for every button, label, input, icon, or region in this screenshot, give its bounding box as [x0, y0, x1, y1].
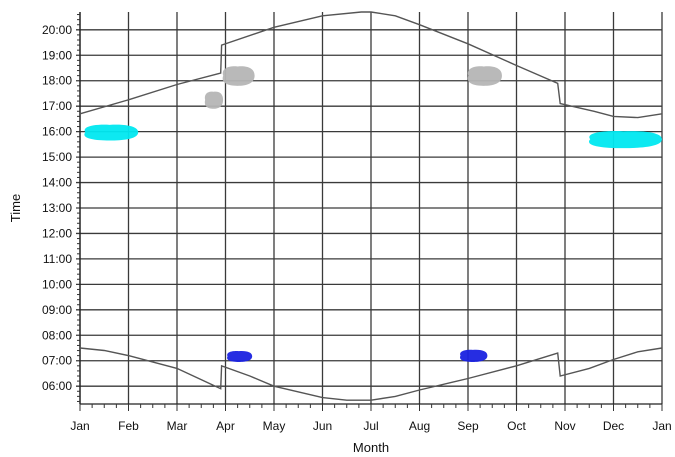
- y-tick-label: 08:00: [42, 328, 72, 342]
- y-tick-label: 19:00: [42, 48, 72, 62]
- sunrise-line: [79, 347, 663, 401]
- y-tick-label: 17:00: [42, 99, 72, 113]
- x-tick-labels: Jan Feb Mar Apr May Jun Jul Aug Sep Oct Nov Dec Jan: [70, 419, 671, 433]
- y-tick-label: 06:00: [42, 379, 72, 393]
- data-blob-cyan: [588, 131, 662, 149]
- x-tick-label: Oct: [507, 419, 526, 433]
- minor-ticks: [77, 14, 663, 411]
- x-tick-label: Sep: [457, 419, 479, 433]
- x-tick-label: Jan: [652, 419, 671, 433]
- x-tick-label: May: [263, 419, 286, 433]
- x-tick-label: Jun: [313, 419, 332, 433]
- y-tick-label: 18:00: [42, 74, 72, 88]
- y-axis-title: Time: [8, 194, 23, 222]
- blob-layer: [84, 66, 662, 362]
- x-tick-label: Jul: [363, 419, 378, 433]
- y-tick-label: 15:00: [42, 150, 72, 164]
- x-tick-label: Nov: [554, 419, 575, 433]
- line-layer: [79, 11, 663, 401]
- data-blob-blue: [460, 349, 488, 362]
- data-blob-blue: [227, 350, 253, 362]
- y-tick-label: 10:00: [42, 277, 72, 291]
- x-tick-label: Feb: [118, 419, 139, 433]
- x-tick-label: Aug: [409, 419, 430, 433]
- grid-layer: [76, 12, 663, 405]
- data-blob-gray: [467, 66, 502, 86]
- x-tick-label: Dec: [603, 419, 624, 433]
- data-blob-cyan: [84, 124, 139, 141]
- sunset-line: [79, 11, 663, 119]
- data-blob-gray: [204, 91, 224, 109]
- y-tick-label: 12:00: [42, 226, 72, 240]
- x-tick-label: Apr: [216, 419, 235, 433]
- y-tick-label: 09:00: [42, 303, 72, 317]
- y-tick-labels: 06:00 07:00 08:00 09:00 10:00 11:00 12:00 13:00…: [42, 23, 72, 393]
- y-tick-label: 16:00: [42, 125, 72, 139]
- x-axis-title: Month: [353, 440, 389, 455]
- data-blob-gray: [222, 66, 255, 86]
- y-tick-label: 20:00: [42, 23, 72, 37]
- y-tick-label: 14:00: [42, 176, 72, 190]
- x-tick-label: Mar: [167, 419, 188, 433]
- y-tick-label: 13:00: [42, 201, 72, 215]
- x-tick-label: Jan: [70, 419, 89, 433]
- y-tick-label: 11:00: [43, 252, 72, 266]
- y-tick-label: 07:00: [42, 354, 72, 368]
